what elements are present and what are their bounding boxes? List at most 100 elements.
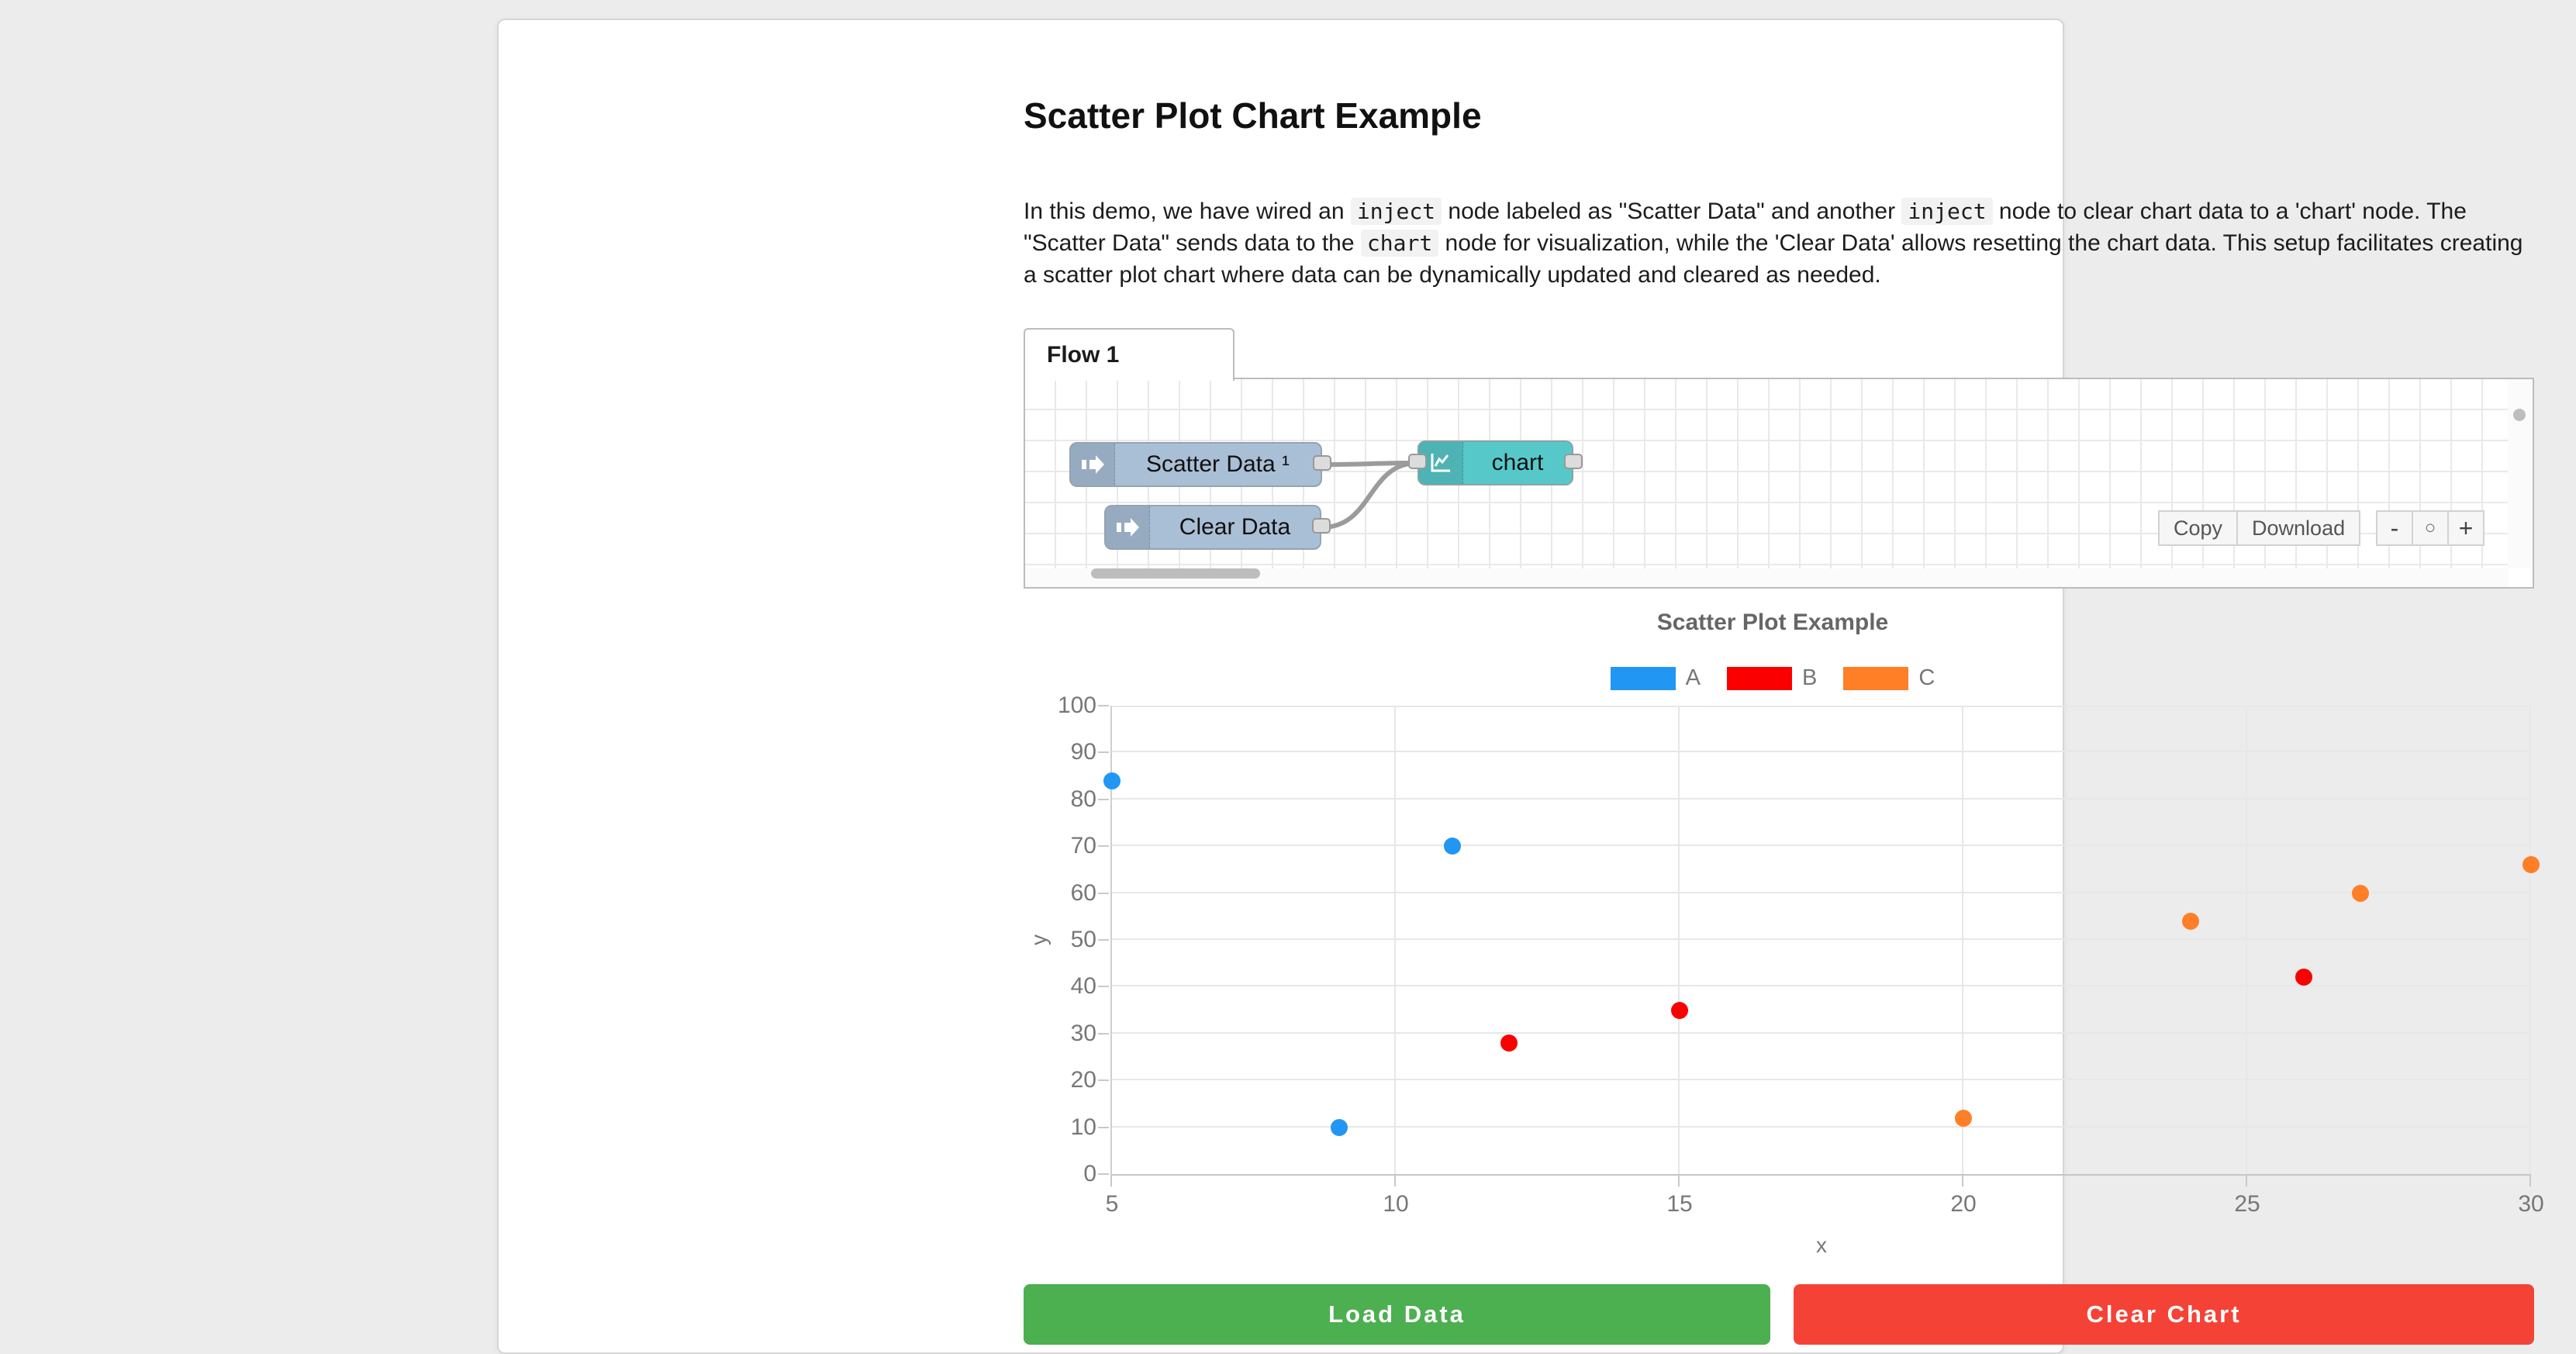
- zoom-out-button[interactable]: -: [2376, 510, 2413, 546]
- data-point-B: [2295, 969, 2313, 986]
- x-tick-label: 15: [1666, 1191, 1693, 1217]
- x-tick-label: 30: [2518, 1191, 2544, 1217]
- legend-item-A[interactable]: A: [1610, 665, 1701, 691]
- y-tick-label: 50: [1070, 927, 1096, 952]
- x-axis-title: x: [1816, 1233, 1827, 1257]
- flow-canvas[interactable]: Scatter Data ¹ Clear Data: [1024, 378, 2534, 589]
- gridline: [1112, 706, 2531, 707]
- inline-code: inject: [1901, 198, 1993, 225]
- inline-code: chart: [1360, 230, 1439, 257]
- description-text: In this demo, we have wired an: [1024, 199, 1351, 224]
- node-scatter-data[interactable]: Scatter Data ¹: [1069, 442, 1331, 487]
- node-label: Clear Data: [1179, 514, 1291, 540]
- content-card: Scatter Plot Chart Example In this demo,…: [497, 19, 2544, 1354]
- node-clear-output-port[interactable]: [1312, 518, 1331, 534]
- flow-zoom-controls: - ○ +: [2376, 510, 2484, 546]
- gridline: [1112, 845, 2531, 847]
- y-tick: [1098, 986, 1109, 988]
- copy-button[interactable]: Copy: [2158, 510, 2239, 546]
- data-point-A: [1444, 838, 1462, 855]
- wire-clear-to-chart: [1320, 461, 1420, 530]
- x-tick: [1110, 1176, 1112, 1186]
- node-scatter-output-port[interactable]: [1313, 455, 1331, 471]
- legend-swatch: [1727, 666, 1793, 690]
- gridline: [1678, 706, 1680, 1174]
- inject-icon: [1106, 506, 1150, 548]
- y-tick-label: 100: [1057, 693, 1096, 718]
- legend-label: C: [1918, 665, 1935, 690]
- y-tick: [1098, 892, 1109, 894]
- node-chart[interactable]: chart: [1408, 440, 1583, 485]
- data-point-B: [1500, 1034, 1518, 1052]
- x-tick: [2529, 1176, 2531, 1186]
- y-tick: [1098, 1032, 1109, 1034]
- data-point-C: [1955, 1109, 1972, 1127]
- x-tick-label: 20: [1950, 1191, 1977, 1217]
- gridline: [1112, 1125, 2531, 1128]
- flow-wires: [1320, 461, 1420, 530]
- legend-item-C[interactable]: C: [1843, 665, 1935, 691]
- y-tick-label: 40: [1070, 973, 1096, 1000]
- download-button[interactable]: Download: [2236, 510, 2361, 546]
- gridline: [1112, 1031, 2531, 1034]
- x-tick: [1394, 1176, 1396, 1186]
- data-point-C: [2352, 884, 2370, 902]
- chart-title: Scatter Plot Example: [1656, 610, 1889, 635]
- page-title: Scatter Plot Chart Example: [1024, 95, 1482, 136]
- gridline: [1394, 706, 1396, 1174]
- gridline: [1112, 938, 2531, 940]
- node-chart-output-port[interactable]: [1564, 454, 1583, 469]
- chart-legend: A B C: [1011, 665, 2534, 691]
- node-clear-data[interactable]: Clear Data: [1104, 505, 1331, 550]
- x-tick: [2246, 1176, 2247, 1186]
- description: In this demo, we have wired an inject no…: [1024, 195, 2533, 291]
- data-point-A: [1103, 772, 1121, 789]
- x-tick-label: 10: [1383, 1191, 1409, 1217]
- data-point-A: [1330, 1118, 1348, 1136]
- flow-tab-label: Flow 1: [1047, 342, 1120, 368]
- gridline: [1112, 797, 2531, 800]
- y-tick-label: 0: [1083, 1161, 1096, 1186]
- legend-swatch: [1843, 666, 1909, 690]
- y-tick-label: 20: [1070, 1067, 1096, 1093]
- data-point-B: [1671, 1001, 1688, 1019]
- gridline: [1112, 751, 2531, 753]
- flow-toolbar: Copy Download: [2158, 510, 2361, 546]
- gridline: [1112, 891, 2531, 893]
- x-tick: [1678, 1176, 1680, 1186]
- zoom-reset-button[interactable]: ○: [2412, 510, 2449, 546]
- load-data-button[interactable]: Load Data: [1024, 1284, 1770, 1345]
- flow-tab[interactable]: Flow 1: [1024, 328, 1234, 381]
- gridline: [1112, 985, 2531, 987]
- gridline: [1962, 706, 1963, 1174]
- clear-chart-button[interactable]: Clear Chart: [1794, 1284, 2534, 1345]
- y-tick-label: 30: [1070, 1020, 1096, 1046]
- node-chart-input-port[interactable]: [1408, 454, 1427, 469]
- y-tick: [1098, 845, 1109, 848]
- plot-area: x y 5 10 15 20 25 30 0 10 20 30 40 50 60 70 80 90 100: [1027, 693, 2544, 1258]
- description-text: node labeled as "Scatter Data" and anoth…: [1442, 199, 1902, 224]
- gridline: [1112, 1079, 2531, 1081]
- y-tick-label: 60: [1070, 879, 1096, 906]
- flow-horizontal-scroll-track: [1025, 568, 2508, 587]
- y-tick: [1098, 751, 1109, 754]
- x-tick: [1962, 1176, 1963, 1186]
- zoom-in-button[interactable]: +: [2447, 510, 2484, 546]
- flow-vertical-scroll-thumb[interactable]: [2513, 409, 2526, 421]
- x-tick-label: 25: [2234, 1191, 2260, 1217]
- y-tick: [1098, 705, 1109, 706]
- gridline: [2246, 706, 2247, 1174]
- data-point-C: [2522, 856, 2540, 874]
- data-point-C: [2181, 912, 2199, 930]
- y-tick: [1098, 939, 1109, 941]
- y-tick-label: 70: [1070, 833, 1096, 859]
- description-text: node to clear chart data to a 'chart' no…: [1024, 199, 2467, 256]
- description-text: node for visualization, while the 'Clear…: [1024, 230, 2523, 288]
- flow-horizontal-scroll-thumb[interactable]: [1091, 568, 1260, 579]
- inject-icon: [1071, 444, 1115, 485]
- legend-item-B[interactable]: B: [1727, 665, 1817, 691]
- y-tick-label: 90: [1070, 739, 1096, 765]
- y-tick: [1098, 1173, 1109, 1175]
